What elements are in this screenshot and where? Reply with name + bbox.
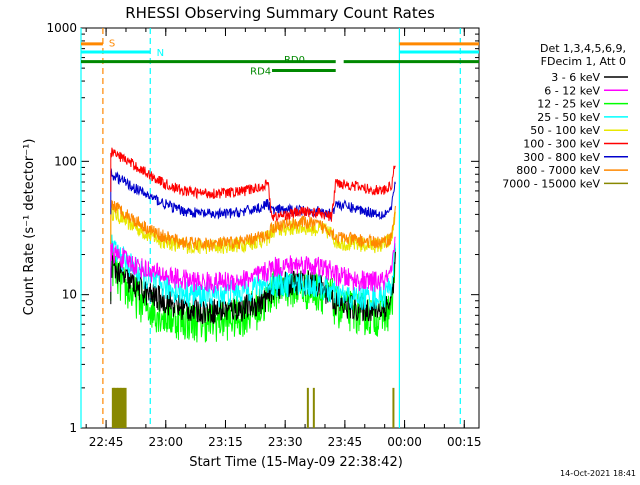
- x-tick-label: 22:45: [89, 435, 124, 449]
- legend-entry-label: 25 - 50 keV: [537, 111, 600, 124]
- x-tick-label: 00:00: [387, 435, 422, 449]
- flag-label: S: [109, 38, 115, 49]
- legend: Det 1,3,4,5,6,9,FDecim 1, Att 0 3 - 6 keV…: [502, 42, 628, 190]
- flag-label: RD0: [284, 55, 305, 66]
- legend-entry-label: 100 - 300 keV: [523, 138, 600, 151]
- legend-header: FDecim 1, Att 0: [541, 55, 626, 68]
- legend-entry-label: 6 - 12 keV: [544, 84, 600, 97]
- x-tick-label: 23:30: [268, 435, 303, 449]
- legend-entry-label: 7000 - 15000 keV: [502, 177, 600, 190]
- y-axis-label: Count Rate (s⁻¹ detector⁻¹): [22, 139, 37, 316]
- series-line: [110, 199, 396, 251]
- series-line: [110, 251, 396, 325]
- x-axis-label: Start Time (15-May-09 22:38:42): [189, 455, 403, 470]
- legend-entry-label: 800 - 7000 keV: [516, 164, 600, 177]
- legend-entry-label: 3 - 6 keV: [551, 71, 600, 84]
- flag-label: RD4: [250, 67, 271, 78]
- y-tick-label: 1000: [46, 21, 77, 35]
- legend-entry-label: 300 - 800 keV: [523, 151, 600, 164]
- series-line: [110, 236, 396, 295]
- x-tick-label: 23:00: [148, 435, 183, 449]
- x-tick-label: 23:45: [328, 435, 363, 449]
- legend-entry-label: 12 - 25 keV: [537, 98, 600, 111]
- plot-area: 1 10 100 1000 22:45 23:00 23:15 23:30 23:45 00:00…: [46, 21, 481, 449]
- y-tick-label: 100: [54, 154, 77, 168]
- legend-header: Det 1,3,4,5,6,9,: [540, 42, 626, 55]
- series-line: [110, 168, 396, 221]
- x-tick-label: 00:15: [447, 435, 482, 449]
- footer-timestamp: 14-Oct-2021 18:41: [560, 469, 636, 478]
- flag-label: N: [157, 48, 164, 59]
- y-tick-label: 1: [69, 421, 77, 435]
- chart-title: RHESSI Observing Summary Count Rates: [125, 4, 435, 22]
- series-line: [110, 147, 396, 223]
- y-tick-label: 10: [62, 288, 77, 302]
- x-tick-label: 23:15: [208, 435, 243, 449]
- legend-entry-label: 50 - 100 keV: [530, 124, 600, 137]
